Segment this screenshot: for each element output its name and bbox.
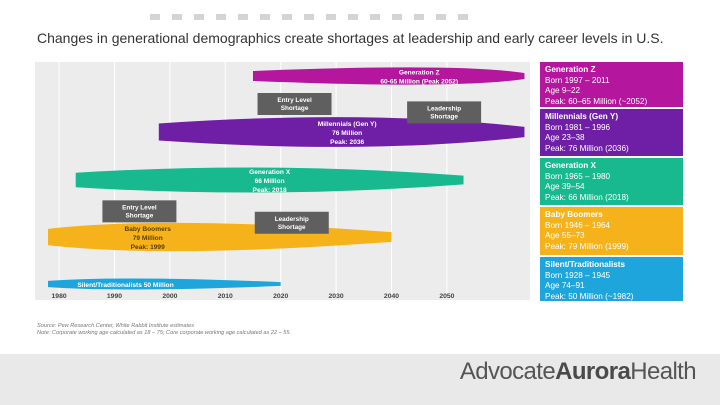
- shortage-box: [257, 93, 332, 115]
- shortage-label: Entry Level: [277, 97, 312, 104]
- band-label: Peak: 1999: [131, 244, 165, 251]
- x-tick-label: 2030: [329, 293, 344, 300]
- legend-panel-line: Born 1997 – 2011: [545, 75, 610, 85]
- legend-panel-line: Peak: 50 Million (~1982): [545, 291, 634, 301]
- legend-panel: Generation X Born 1965 – 1980 Age 39–54 Pea…: [540, 158, 683, 205]
- band-silent-traditionalists: [48, 278, 281, 290]
- legend-panel-line: Age 9–22: [545, 86, 581, 96]
- faint-header-line: [150, 14, 480, 20]
- legend-panel-title: Millennials (Gen Y): [545, 112, 619, 121]
- footer-bar: [0, 354, 720, 405]
- shortage-label: Entry Level: [122, 204, 157, 211]
- chart-svg: Generation Z 60-65 Million (Peak 2052) Mil…: [48, 62, 525, 300]
- band-label: 66 Million: [255, 178, 285, 185]
- legend-panel-line: Age 55–73: [545, 231, 585, 241]
- legend-panel-line: Peak: 76 Million (2036): [545, 143, 629, 153]
- legend-panel-line: Born 1981 – 1996: [545, 122, 611, 132]
- source-note: Source: Pew Research Center, White Rabbi…: [37, 323, 291, 337]
- legend-panel-title: Generation Z: [545, 65, 596, 74]
- band-label: Baby Boomers: [124, 226, 171, 233]
- band-label: Peak: 2036: [330, 139, 364, 146]
- x-tick-label: 2020: [273, 293, 288, 300]
- legend-panel-line: Age 39–54: [545, 182, 585, 192]
- x-tick-label: 2050: [439, 293, 454, 300]
- band-label: 76 Million: [332, 130, 362, 137]
- legend-panel-line: Born 1946 – 1964: [545, 220, 611, 230]
- band-label: Generation X: [249, 169, 291, 176]
- page-title: Changes in generational demographics cre…: [37, 30, 664, 46]
- logo-part-1: Advocate: [459, 358, 556, 385]
- band-generation-x: [75, 167, 464, 193]
- band-label: Silent/Traditionalists 50 Million: [77, 282, 173, 289]
- legend-panel-title: Baby Boomers: [545, 210, 603, 219]
- x-tick-label: 1980: [52, 293, 67, 300]
- shortage-box: [407, 101, 482, 124]
- legend-panel: Millennials (Gen Y) Born 1981 – 1996 Age 2…: [540, 109, 683, 156]
- shortage-label: Leadership: [427, 105, 461, 112]
- band-baby-boomers: [48, 222, 392, 252]
- legend-panel-title: Generation X: [545, 161, 596, 170]
- shortage-box: [254, 211, 329, 234]
- logo-part-3: Health: [630, 358, 696, 385]
- band-label: Millennials (Gen Y): [318, 121, 377, 128]
- legend-panel-line: Peak: 79 Million (1999): [545, 241, 629, 251]
- generations-chart: Generation Z 60-65 Million (Peak 2052) Mil…: [35, 62, 530, 300]
- legend-panel-line: Age 23–38: [545, 133, 585, 143]
- legend-panel-line: Peak: 60–65 Million (~2052): [545, 96, 648, 106]
- shortage-label: Shortage: [430, 113, 458, 120]
- shortage-label: Shortage: [126, 212, 154, 219]
- legend-panel: Baby Boomers Born 1946 – 1964 Age 55–73 Pea…: [540, 207, 683, 255]
- x-tick-label: 2040: [384, 293, 399, 300]
- source-line: Source: Pew Research Center, White Rabbi…: [37, 323, 195, 329]
- legend-panel-line: Born 1928 – 1945: [545, 270, 611, 280]
- shortage-box: [102, 200, 177, 223]
- band-millennials: [158, 117, 525, 147]
- shortage-label: Leadership: [275, 216, 309, 223]
- company-logo: AdvocateAuroraHealth: [459, 358, 697, 386]
- logo-part-2: Aurora: [555, 358, 631, 385]
- shortage-label: Shortage: [278, 224, 306, 231]
- band-generation-z: [252, 67, 525, 85]
- legend-panel-line: Age 74–91: [545, 281, 585, 291]
- legend-panel-line: Born 1965 – 1980: [545, 171, 611, 181]
- band-label: Generation Z: [399, 70, 440, 77]
- x-tick-label: 1990: [107, 293, 122, 300]
- band-label: 79 Million: [133, 235, 163, 242]
- band-label: 60-65 Million (Peak 2052): [380, 79, 458, 86]
- x-tick-label: 2000: [162, 293, 177, 300]
- legend-panel-line: Peak: 66 Million (2018): [545, 192, 629, 202]
- note-line: Note: Corporate working age calculated a…: [37, 330, 292, 336]
- band-label: Peak: 2018: [253, 187, 287, 194]
- legend-panel: Generation Z Born 1997 – 2011 Age 9–22 Peak…: [540, 62, 683, 107]
- x-tick-label: 2010: [218, 293, 233, 300]
- legend-panel: Silent/Traditionalists Born 1928 – 1945 Ag…: [540, 257, 683, 301]
- legend-panel-title: Silent/Traditionalists: [545, 260, 626, 269]
- shortage-label: Shortage: [281, 105, 309, 112]
